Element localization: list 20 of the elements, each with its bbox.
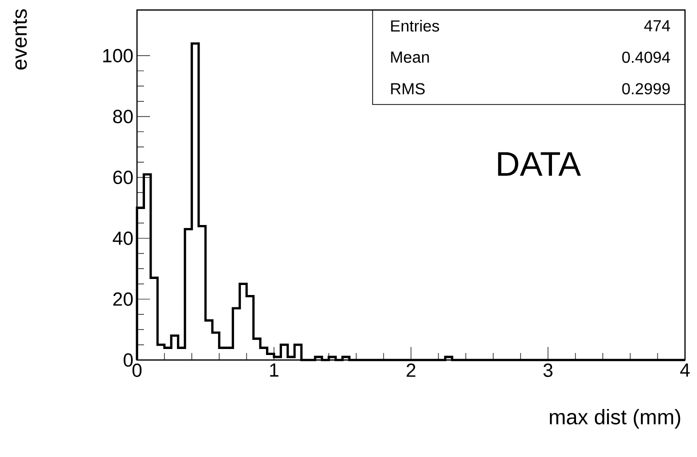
annotation: Mean — [391, 52, 429, 63]
x-tick-label: 2 — [406, 364, 416, 377]
x-tick-label: 1 — [270, 364, 278, 377]
annotation: DATA — [498, 152, 581, 176]
y-tick-label: 80 — [113, 110, 133, 124]
annotation: RMS — [391, 83, 425, 94]
x-tick-label: 4 — [680, 364, 690, 377]
x-axis-title: max dist (mm) — [550, 409, 680, 429]
annotation: 0.4094 — [622, 52, 670, 63]
y-tick-label: 100 — [103, 48, 133, 62]
annotation: 474 — [644, 20, 670, 32]
y-tick-label: 40 — [112, 232, 133, 245]
x-tick-label: 0 — [132, 364, 142, 377]
y-tick-label: 0 — [124, 353, 133, 367]
y-axis-title: events — [13, 9, 27, 70]
annotation: 0.2999 — [622, 83, 670, 94]
x-tick-label: 3 — [543, 364, 552, 377]
y-tick-label: 60 — [113, 170, 133, 184]
annotation: Entries — [391, 20, 440, 32]
y-tick-label: 20 — [113, 292, 133, 306]
